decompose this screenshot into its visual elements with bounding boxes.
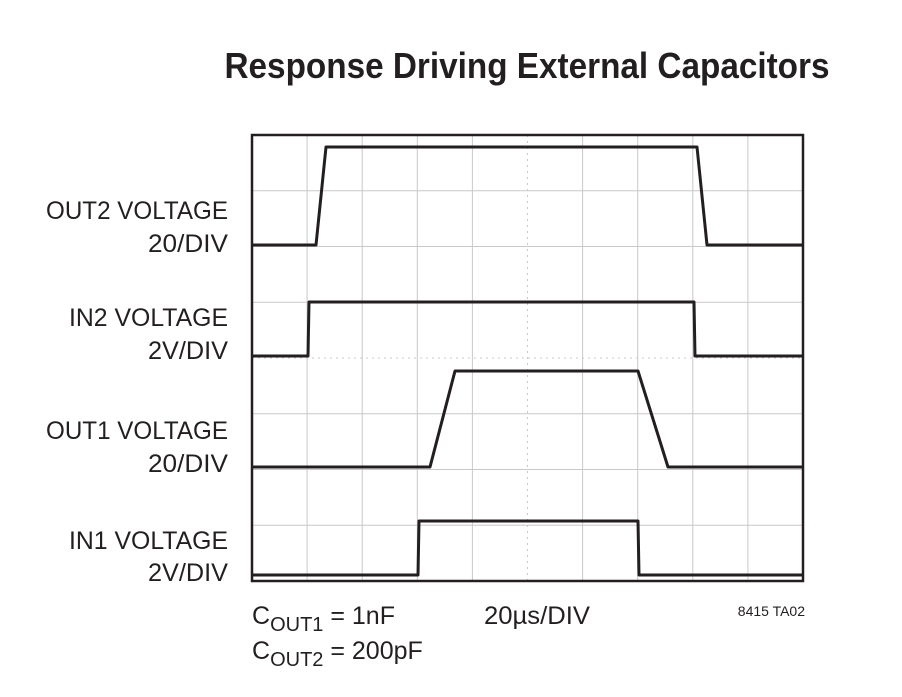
capacitor-note: COUT1 = 1nF [252, 602, 395, 636]
out1-trace [252, 369, 803, 469]
plot-frame [250, 133, 805, 583]
grid [252, 135, 803, 581]
trace-name: OUT2 VOLTAGE [46, 197, 228, 225]
trace-name: IN1 VOLTAGE [69, 527, 228, 555]
title: Response Driving External Capacitors [225, 45, 830, 86]
symbol: C [252, 602, 270, 630]
in1-trace [252, 519, 803, 577]
value: = 200pF [323, 637, 422, 665]
trace-name: IN2 VOLTAGE [69, 304, 228, 332]
trace-scale: 2V/DIV [148, 559, 228, 587]
symbol: C [252, 637, 270, 665]
out2-trace [252, 145, 803, 247]
capacitor-note: COUT2 = 200pF [252, 637, 423, 671]
figure-id: 8415 TA02 [738, 603, 805, 619]
trace-scale: 2V/DIV [148, 337, 228, 365]
trace-scale: 20/DIV [148, 230, 228, 258]
subscript: OUT1 [270, 614, 323, 636]
trace-name: OUT1 VOLTAGE [46, 417, 228, 445]
value: = 1nF [323, 602, 395, 630]
subscript: OUT2 [270, 649, 323, 671]
in2-trace [252, 300, 803, 358]
trace-scale: 20/DIV [148, 450, 228, 478]
time-scale: 20µs/DIV [484, 602, 590, 630]
